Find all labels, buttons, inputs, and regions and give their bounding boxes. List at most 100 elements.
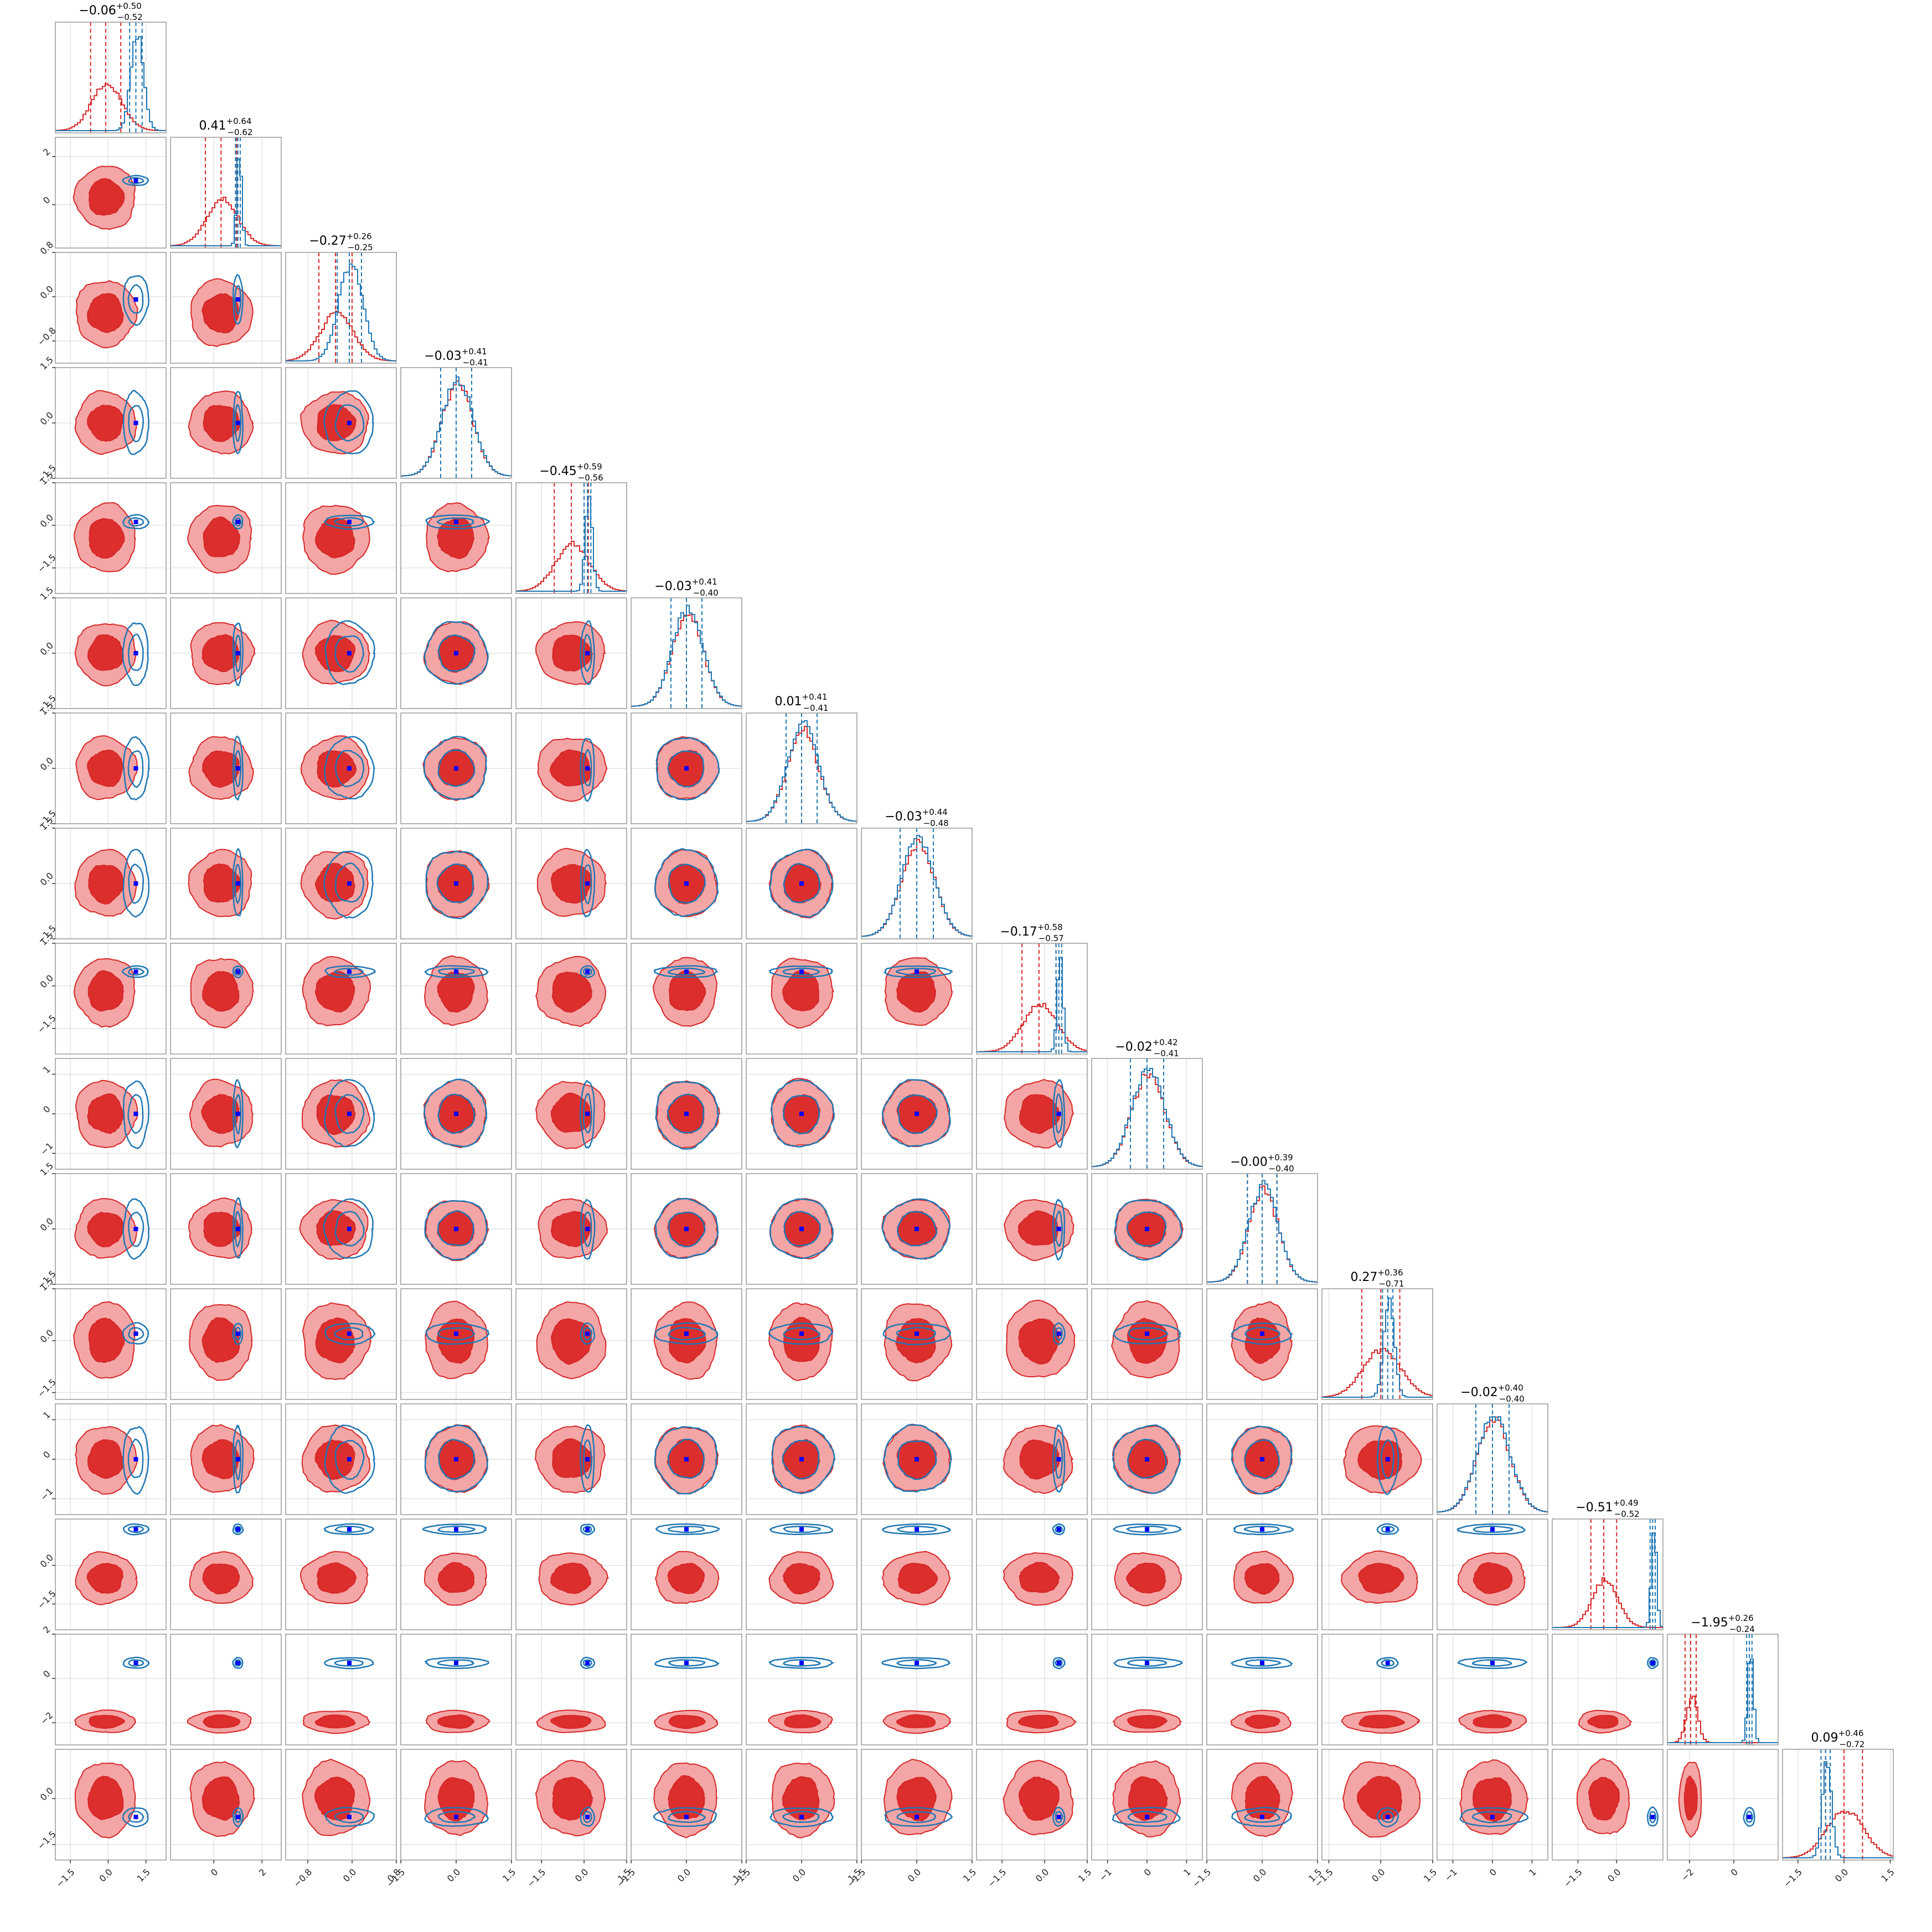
panel-frame <box>515 1634 627 1745</box>
contour-b-inner <box>1245 1659 1282 1667</box>
panel-frame <box>285 1749 397 1861</box>
ytick-label: 0 <box>41 1449 53 1461</box>
panel-3-2 <box>285 367 397 479</box>
contour-b-inner <box>668 967 706 976</box>
contour-b-inner <box>582 967 592 976</box>
contour-b-inner <box>782 1526 821 1533</box>
ytick-label: −1.5 <box>35 1013 58 1035</box>
contour-b-outer <box>122 1322 149 1345</box>
peak-marker <box>235 1815 240 1820</box>
peak-marker <box>915 1457 919 1461</box>
peak-marker <box>133 881 138 886</box>
contour-a-inner <box>1683 1775 1698 1821</box>
contour-b-outer <box>1376 1523 1399 1535</box>
peak-marker <box>799 1331 804 1336</box>
contour-b-outer <box>122 622 149 686</box>
contour-a-inner <box>896 1714 936 1729</box>
contour-b-inner <box>1471 1659 1512 1667</box>
contour-b-outer <box>323 850 374 919</box>
contour-a-inner <box>314 1714 356 1729</box>
peak-marker <box>1650 1815 1655 1820</box>
peak-marker <box>133 1661 138 1665</box>
contour-b-inner <box>128 1327 144 1341</box>
contour-a-inner <box>552 1438 593 1478</box>
contour-b-outer <box>232 1523 244 1536</box>
contour-a-inner <box>202 1776 240 1821</box>
ytick-label: −1 <box>38 1140 55 1157</box>
panel-frame <box>1321 1518 1433 1630</box>
panel-frame <box>400 367 512 479</box>
contour-b-outer <box>881 1198 951 1260</box>
contour-b-inner <box>127 284 144 314</box>
peak-marker <box>1056 1227 1061 1231</box>
histogram-b-5 <box>631 605 742 707</box>
contour-b-outer <box>1233 1523 1294 1536</box>
peak-marker <box>1490 1661 1495 1665</box>
histogram-b-14 <box>1667 1658 1778 1743</box>
panel-10-5 <box>631 1173 742 1285</box>
xtick-label: −1.5 <box>986 1867 1009 1889</box>
panel-6-0: 1.50.0−1.5 <box>35 700 167 830</box>
contour-b-inner <box>128 967 145 976</box>
contour-b-outer <box>121 965 149 978</box>
panel-6-5 <box>631 712 742 824</box>
panel-frame <box>1321 1403 1433 1515</box>
contour-b-outer <box>324 1079 375 1148</box>
xtick-label: 0.0 <box>445 1867 462 1884</box>
panel-frame <box>285 482 397 594</box>
contour-b-outer <box>1376 1807 1399 1828</box>
xtick-label: 0.0 <box>675 1867 693 1884</box>
panel-frame <box>285 1403 397 1515</box>
contour-b-inner <box>1381 1439 1394 1479</box>
peak-marker <box>235 1112 240 1116</box>
panel-12-1 <box>170 1403 282 1515</box>
contour-b-outer <box>423 1078 488 1148</box>
panel-frame <box>285 1288 397 1400</box>
contour-b-outer <box>424 965 489 978</box>
panel-15-3: −1.5 0.0 1.5 <box>384 1749 518 1889</box>
peak-marker <box>684 1661 689 1665</box>
contour-b-inner <box>895 968 937 976</box>
panel-10-6 <box>746 1173 857 1285</box>
xtick-label: 0 <box>1729 1867 1740 1878</box>
contour-a-inner <box>317 404 357 442</box>
contour-b-inner <box>582 634 592 673</box>
peak-marker <box>133 1527 138 1532</box>
contour-b-inner <box>1381 1659 1394 1667</box>
peak-marker <box>133 421 138 425</box>
panel-15-8: −1.5 0.0 1.5 <box>976 1749 1093 1889</box>
panel-9-8 <box>976 1058 1088 1170</box>
panel-frame <box>746 828 857 939</box>
ytick-label: 0.0 <box>38 755 55 772</box>
panel-frame <box>631 943 742 1055</box>
histogram-a-8 <box>977 1003 1087 1052</box>
peak-marker <box>1385 1661 1390 1665</box>
contour-b-outer <box>233 622 244 686</box>
contour-b-inner <box>668 1810 706 1823</box>
contour-a-inner <box>437 1318 475 1364</box>
contour-b-inner <box>783 1326 821 1340</box>
contour-b-outer <box>232 1323 244 1345</box>
panel-frame <box>55 1288 167 1400</box>
contour-b-outer <box>324 620 375 685</box>
contour-b-outer <box>580 1523 596 1536</box>
contour-b-outer <box>122 1198 150 1260</box>
panel-frame <box>400 1288 512 1400</box>
panel-11-9 <box>1091 1288 1203 1400</box>
contour-b-inner <box>437 1811 476 1823</box>
panel-frame <box>976 1634 1088 1745</box>
xtick-label: −1.5 <box>525 1867 548 1889</box>
contour-b-outer <box>323 390 374 454</box>
contour-b-inner <box>1055 1093 1063 1134</box>
histogram-a-2 <box>286 311 396 361</box>
peak-marker <box>799 1457 804 1461</box>
panel-frame <box>976 1288 1088 1400</box>
peak-marker <box>1260 1457 1264 1461</box>
peak-marker <box>133 1112 138 1116</box>
contour-b-outer <box>654 1656 720 1669</box>
peak-marker <box>799 881 804 886</box>
contour-b-inner <box>582 1326 592 1341</box>
peak-marker <box>1260 1661 1264 1665</box>
panel-frame <box>976 943 1088 1055</box>
contour-b-inner <box>668 1659 706 1667</box>
